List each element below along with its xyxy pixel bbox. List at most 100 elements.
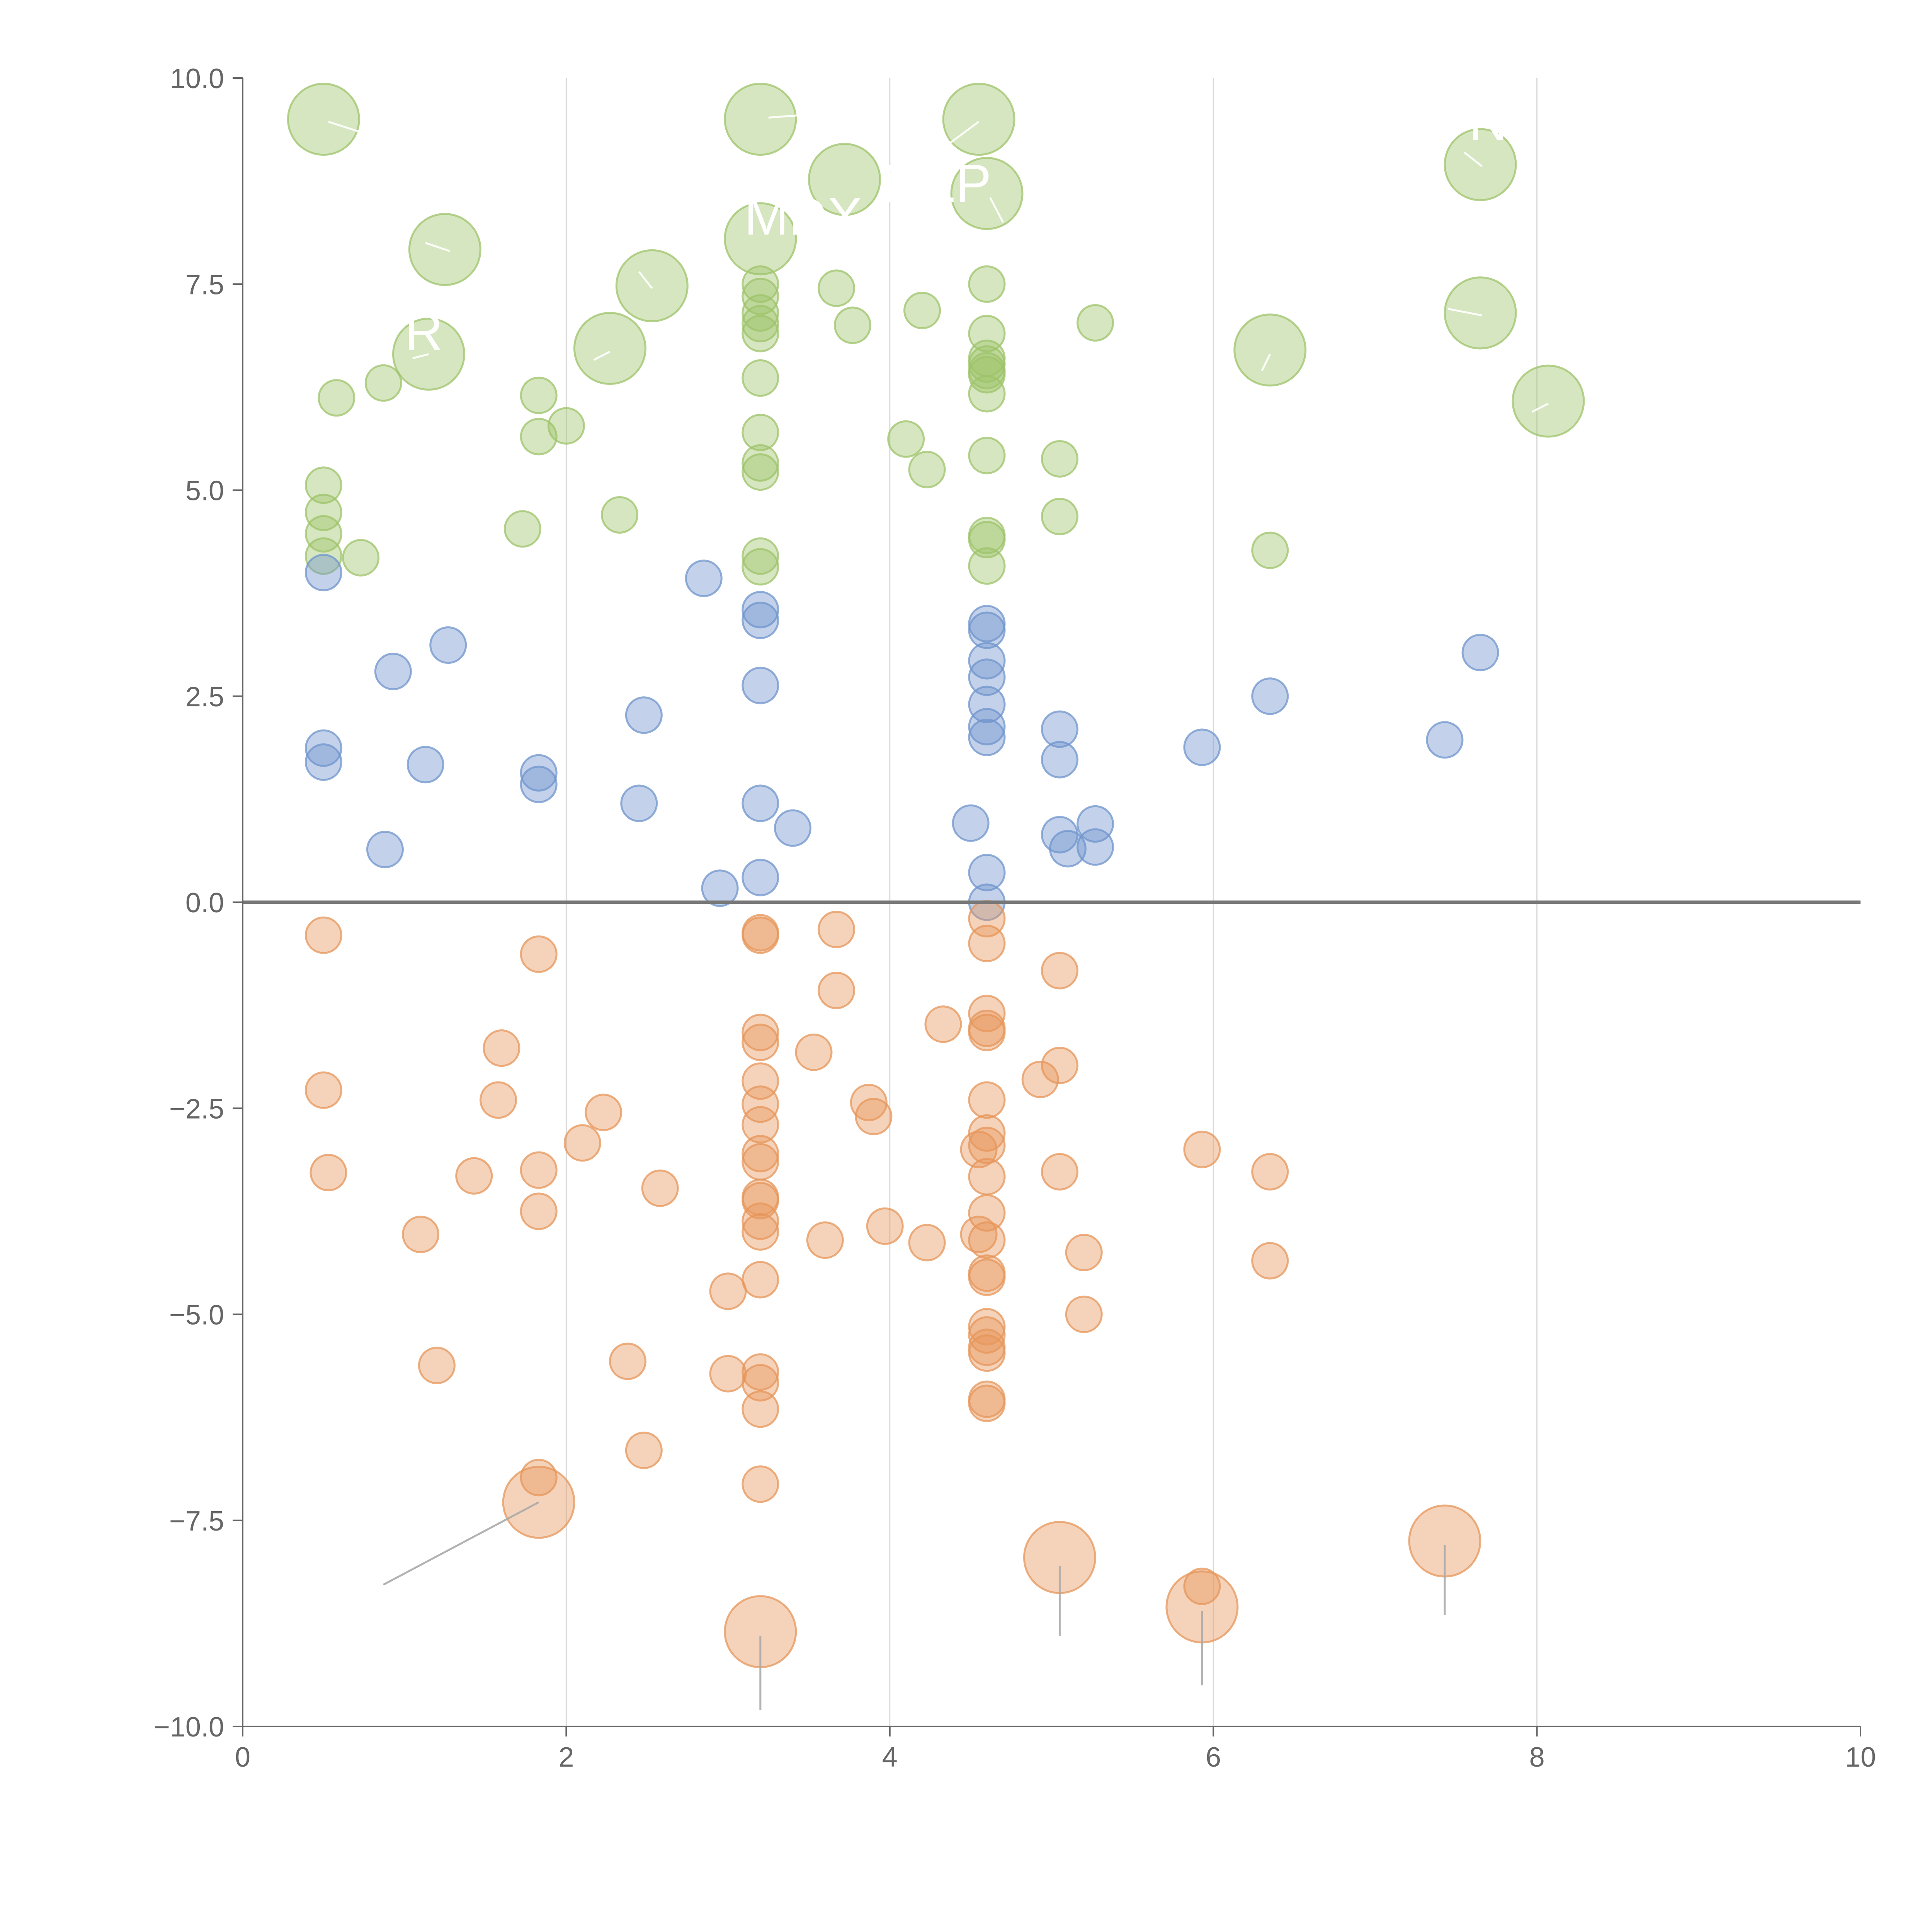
leader-line bbox=[1447, 308, 1482, 316]
bubble-blue bbox=[1183, 728, 1221, 766]
bubble-blue bbox=[304, 743, 342, 781]
bubble-green bbox=[601, 496, 639, 534]
bubble-green bbox=[724, 83, 797, 156]
bubble-blue bbox=[952, 804, 990, 842]
bubble-orange bbox=[310, 1154, 347, 1192]
bubble-blue bbox=[374, 653, 412, 690]
bubble-green bbox=[808, 143, 881, 216]
bubble-orange bbox=[742, 1062, 779, 1100]
bubble-blue bbox=[742, 591, 779, 629]
bubble-blue bbox=[968, 611, 1006, 649]
bubble-orange bbox=[968, 1126, 1006, 1164]
bubble-orange bbox=[850, 1083, 888, 1121]
bubble-green bbox=[968, 356, 1006, 394]
leader-line bbox=[328, 121, 360, 133]
bubble-orange bbox=[402, 1216, 440, 1253]
bubble-orange bbox=[1041, 1153, 1078, 1190]
bubble-orange bbox=[742, 1014, 779, 1051]
bubble-orange bbox=[742, 1364, 779, 1402]
bubble-blue bbox=[774, 809, 812, 847]
bubble-blue bbox=[968, 718, 1006, 756]
bubble-green bbox=[742, 444, 779, 482]
bubble-orange bbox=[520, 1459, 558, 1497]
bubble-blue bbox=[968, 708, 1006, 746]
bubble-orange bbox=[1065, 1234, 1103, 1272]
bubble-orange bbox=[1041, 1046, 1078, 1084]
bubble-orange bbox=[709, 1355, 747, 1393]
bubble-orange bbox=[304, 1071, 342, 1109]
leader-line bbox=[768, 114, 801, 119]
bubble-orange bbox=[968, 1014, 1006, 1051]
bubble-blue bbox=[1077, 828, 1114, 866]
bubble-orange bbox=[968, 1308, 1006, 1345]
x-tick-label: 8 bbox=[1529, 1742, 1545, 1773]
bubble-orange bbox=[742, 1135, 779, 1173]
bubble-orange bbox=[1021, 1061, 1059, 1099]
bubble-orange bbox=[968, 1334, 1006, 1372]
bubble-orange bbox=[924, 1005, 962, 1043]
bubbles bbox=[287, 83, 1585, 1668]
x-tick-label: 0 bbox=[235, 1742, 250, 1773]
bubble-orange bbox=[483, 1029, 520, 1067]
bubble-blue bbox=[968, 854, 1006, 891]
bubble-green bbox=[903, 292, 941, 330]
bubble-orange bbox=[609, 1342, 647, 1380]
bubble-orange bbox=[625, 1431, 663, 1469]
bubble-blue bbox=[520, 765, 558, 803]
bubble-blue bbox=[520, 754, 558, 792]
bubble-green bbox=[742, 294, 779, 332]
bubble-green bbox=[887, 420, 925, 458]
x-tick-label: 4 bbox=[882, 1742, 898, 1773]
bubble-green bbox=[968, 265, 1006, 303]
bubble-green bbox=[742, 305, 779, 343]
bubble-blue bbox=[1041, 710, 1078, 748]
bubble-green bbox=[742, 413, 779, 451]
bubble-orange bbox=[968, 1158, 1006, 1196]
bubble-orange bbox=[818, 910, 855, 948]
bubble-orange bbox=[1183, 1567, 1221, 1605]
y-tick-label: 2.5 bbox=[185, 682, 224, 713]
leader-line bbox=[942, 121, 980, 149]
axes: 0 2 4 6 8 10 10.0 7.5 5.0 2.5 0.0 −2.5 −5.0 −7.5 −10.0 bbox=[154, 63, 1876, 1773]
bubble-orange bbox=[563, 1124, 601, 1162]
y-tick-label: −5.0 bbox=[169, 1300, 224, 1331]
bubble-green bbox=[968, 437, 1006, 474]
bubble-orange bbox=[742, 1213, 779, 1251]
bubble-green bbox=[742, 277, 779, 315]
leader-line bbox=[412, 353, 429, 359]
bubble-blue bbox=[968, 642, 1006, 680]
bubble-orange bbox=[742, 916, 779, 954]
x-tick-label: 2 bbox=[558, 1742, 574, 1773]
y-tick-label: 7.5 bbox=[185, 269, 224, 300]
bubble-orange bbox=[855, 1098, 893, 1136]
bubble-orange bbox=[742, 1024, 779, 1061]
bubble-orange bbox=[742, 1353, 779, 1391]
bubble-blue bbox=[701, 869, 739, 907]
bubble-orange bbox=[520, 1151, 558, 1189]
leader-line bbox=[1463, 151, 1483, 167]
bubble-orange bbox=[641, 1169, 679, 1207]
bubble-green bbox=[1512, 364, 1585, 438]
bubble-orange bbox=[742, 1390, 779, 1428]
bubble-orange bbox=[968, 1081, 1006, 1119]
bubble-green bbox=[1233, 313, 1307, 387]
bubble-blue bbox=[1077, 805, 1114, 843]
bubble-orange bbox=[480, 1081, 517, 1119]
bubble-green bbox=[742, 315, 779, 352]
bubble-green bbox=[818, 269, 855, 307]
label-leaders bbox=[328, 114, 1549, 1710]
bubble-orange bbox=[742, 1261, 779, 1299]
bubble-green bbox=[304, 466, 342, 504]
bubble-annotation: N bbox=[1469, 92, 1508, 151]
leader-line bbox=[425, 242, 450, 252]
bubble-orange bbox=[520, 1192, 558, 1230]
bubble-green bbox=[573, 312, 646, 385]
bubble-orange bbox=[742, 1465, 779, 1503]
bubble-green bbox=[742, 265, 779, 303]
bubble-green bbox=[968, 375, 1006, 413]
bubble-orange bbox=[1251, 1153, 1289, 1190]
bubble-blue bbox=[429, 626, 467, 664]
bubble-green bbox=[742, 548, 779, 586]
leader-line bbox=[1261, 354, 1271, 371]
